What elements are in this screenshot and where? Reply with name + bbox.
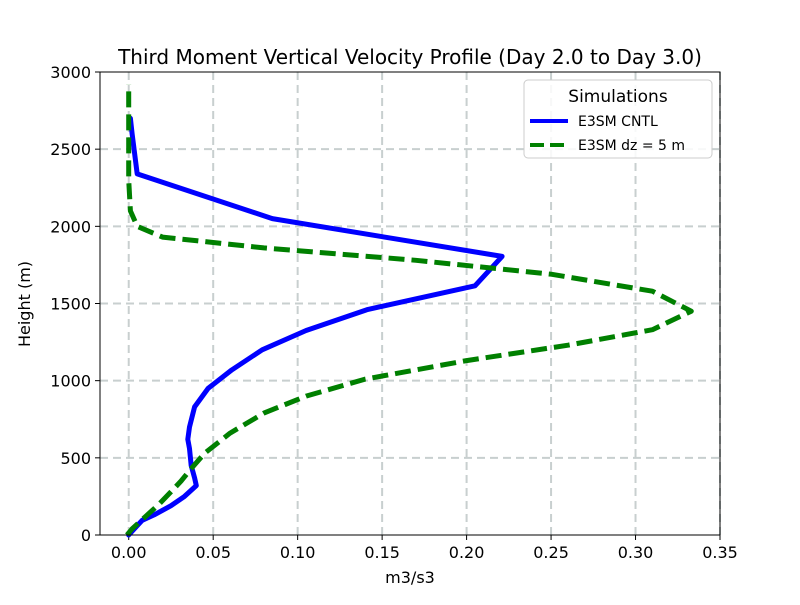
axis-ticks: 0.00 0.05 0.10 0.15 0.20 0.25 0.30 0.35 0 500 1000… bbox=[50, 63, 738, 562]
plot-frame bbox=[99, 71, 721, 536]
y-tick-label: 500 bbox=[60, 449, 91, 468]
x-axis-label: m3/s3 bbox=[385, 568, 435, 587]
x-tick-label: 0.35 bbox=[702, 543, 738, 562]
y-tick-label: 2500 bbox=[50, 140, 91, 159]
y-tick-label: 1000 bbox=[50, 372, 91, 391]
y-tick-label: 2000 bbox=[50, 217, 91, 236]
y-axis-label: Height (m) bbox=[15, 261, 34, 347]
x-tick-label: 0.15 bbox=[364, 543, 400, 562]
y-tick-label: 3000 bbox=[50, 63, 91, 82]
legend: Simulations E3SM CNTL E3SM dz = 5 m bbox=[523, 79, 713, 159]
legend-title: Simulations bbox=[568, 87, 668, 107]
chart-title: Third Moment Vertical Velocity Profile (… bbox=[117, 45, 702, 69]
x-tick-label: 0.20 bbox=[449, 543, 485, 562]
x-tick-label: 0.00 bbox=[111, 543, 147, 562]
x-tick-label: 0.05 bbox=[195, 543, 231, 562]
legend-label-dz5: E3SM dz = 5 m bbox=[578, 138, 685, 154]
legend-box bbox=[523, 79, 713, 159]
series-line-e3sm-dz5m bbox=[125, 84, 694, 537]
x-tick-label: 0.10 bbox=[280, 543, 316, 562]
x-tick-label: 0.25 bbox=[533, 543, 569, 562]
series-line-e3sm-cntl bbox=[126, 115, 505, 538]
data-series bbox=[125, 84, 694, 538]
y-tick-label: 1500 bbox=[50, 295, 91, 314]
legend-label-cntl: E3SM CNTL bbox=[578, 114, 658, 130]
x-tick-label: 0.30 bbox=[618, 543, 654, 562]
y-tick-label: 0 bbox=[81, 526, 91, 545]
